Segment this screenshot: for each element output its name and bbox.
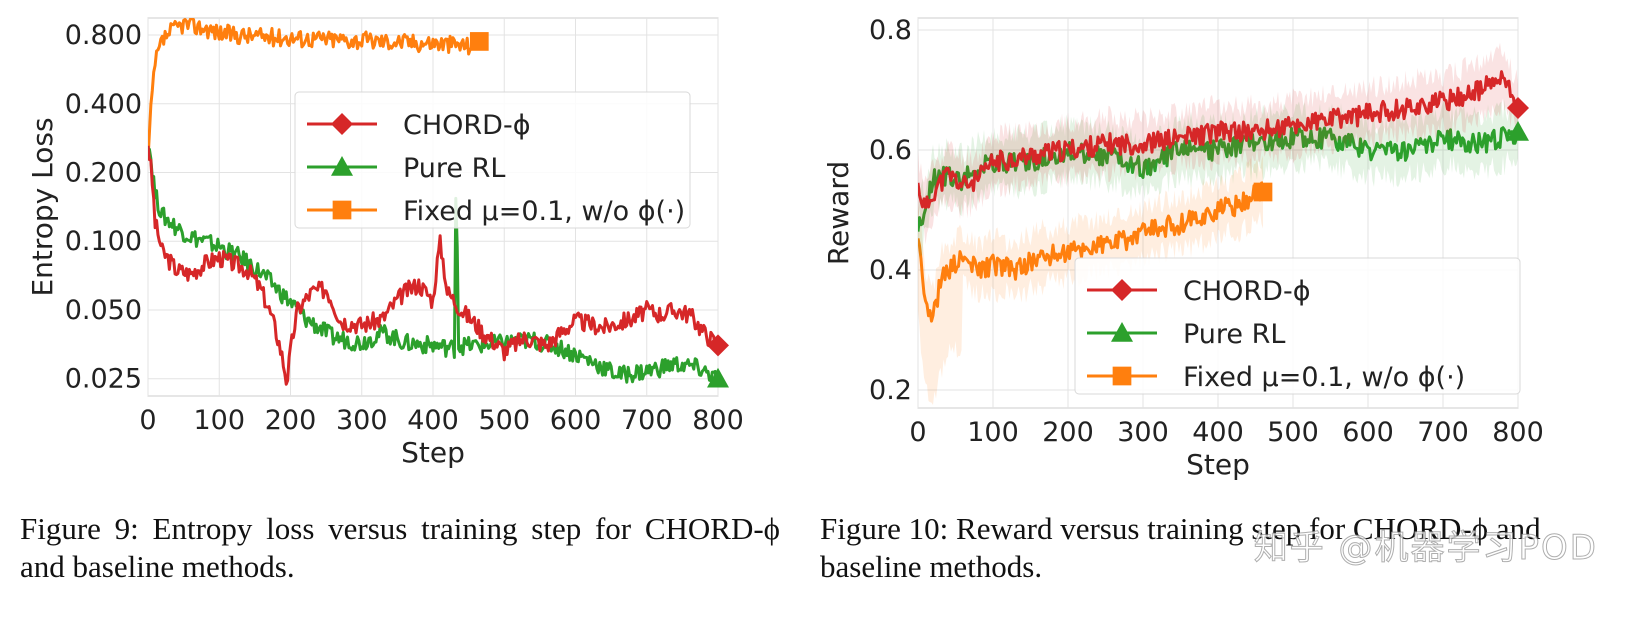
legend-entry-label: Pure RL [1183, 319, 1285, 350]
entropy-loss-plot: 0 100 200 300 400 500 600 700 800 0.800 0.400 0.200… [26, 17, 744, 469]
series-band [918, 42, 1518, 245]
x-tick-label: 0 [139, 405, 156, 436]
y-tick-label: 0.200 [65, 158, 142, 189]
y-tick-label: 0.2 [869, 375, 912, 406]
y-tick-label: 0.100 [65, 226, 142, 257]
legend-box [1074, 257, 1521, 395]
series-end-marker [1507, 121, 1529, 141]
x-tick-label: 400 [1192, 417, 1244, 448]
series-line [148, 147, 718, 384]
y-axis-label: Reward [822, 161, 855, 265]
legend-box [294, 91, 691, 229]
reward-plot: 0 100 200 300 400 500 600 700 800 0.8 0.6 0.4 0.2 Ste… [822, 15, 1544, 481]
y-tick-label: 0.050 [65, 295, 142, 326]
x-tick-label: 300 [1117, 417, 1169, 448]
legend-marker [331, 113, 353, 135]
x-tick-label: 500 [478, 405, 530, 436]
x-tick-label: 400 [407, 405, 459, 436]
x-tick-label: 600 [550, 405, 602, 436]
x-tick-label: 100 [967, 417, 1019, 448]
series-line [918, 70, 1518, 210]
x-tick-label: 300 [336, 405, 388, 436]
series-band [918, 155, 1263, 405]
y-tick-label: 0.800 [65, 20, 142, 51]
x-axis-label: Step [401, 436, 465, 469]
figure-10-caption: Figure 10: Reward versus training step f… [820, 511, 1541, 584]
series-line [918, 181, 1264, 323]
figure-9-caption: Figure 9: Entropy loss versus training s… [20, 511, 780, 584]
legend-marker [1111, 279, 1133, 301]
legend-marker [332, 200, 352, 220]
legend-marker [331, 156, 353, 176]
watermark: 知乎 @机器学习POD [1253, 528, 1598, 569]
x-tick-label: 800 [1492, 417, 1544, 448]
x-tick-label: 600 [1342, 417, 1394, 448]
y-tick-label: 0.4 [869, 255, 912, 286]
series-end-marker [469, 32, 489, 51]
x-tick-label: 500 [1267, 417, 1319, 448]
legend-entry-label: Fixed μ=0.1, w/o ϕ(·) [403, 196, 685, 227]
x-axis-label: Step [1186, 448, 1250, 481]
y-tick-label: 0.025 [65, 364, 142, 395]
series-end-marker [1507, 97, 1529, 119]
y-axis-label: Entropy Loss [26, 117, 59, 296]
series-end-marker [1253, 182, 1273, 202]
y-tick-label: 0.400 [65, 89, 142, 120]
legend-entry-label: Pure RL [403, 153, 505, 184]
y-tick-label: 0.8 [869, 15, 912, 46]
series-band [918, 99, 1518, 258]
x-tick-label: 100 [193, 405, 245, 436]
legend-entry-label: Fixed μ=0.1, w/o ϕ(·) [1183, 362, 1465, 393]
legend-marker [1112, 366, 1132, 386]
legend-marker [1111, 322, 1133, 342]
series-line [148, 145, 718, 386]
x-tick-label: 200 [1042, 417, 1094, 448]
legend-entry-label: CHORD-ϕ [1183, 276, 1311, 307]
entropy-loss-chart: 0 100 200 300 400 500 600 700 800 0.800 0.400 0.200… [0, 0, 800, 632]
series-line [148, 18, 480, 160]
x-tick-label: 0 [909, 417, 926, 448]
y-tick-label: 0.6 [869, 135, 912, 166]
reward-chart: 0 100 200 300 400 500 600 700 800 0.8 0.6 0.4 0.2 Ste… [820, 0, 1638, 632]
x-tick-label: 800 [692, 405, 744, 436]
x-tick-label: 700 [1417, 417, 1469, 448]
x-tick-label: 200 [265, 405, 317, 436]
x-tick-label: 700 [621, 405, 673, 436]
series-end-marker [707, 367, 729, 388]
legend-entry-label: CHORD-ϕ [403, 110, 531, 141]
series-end-marker [707, 334, 729, 357]
